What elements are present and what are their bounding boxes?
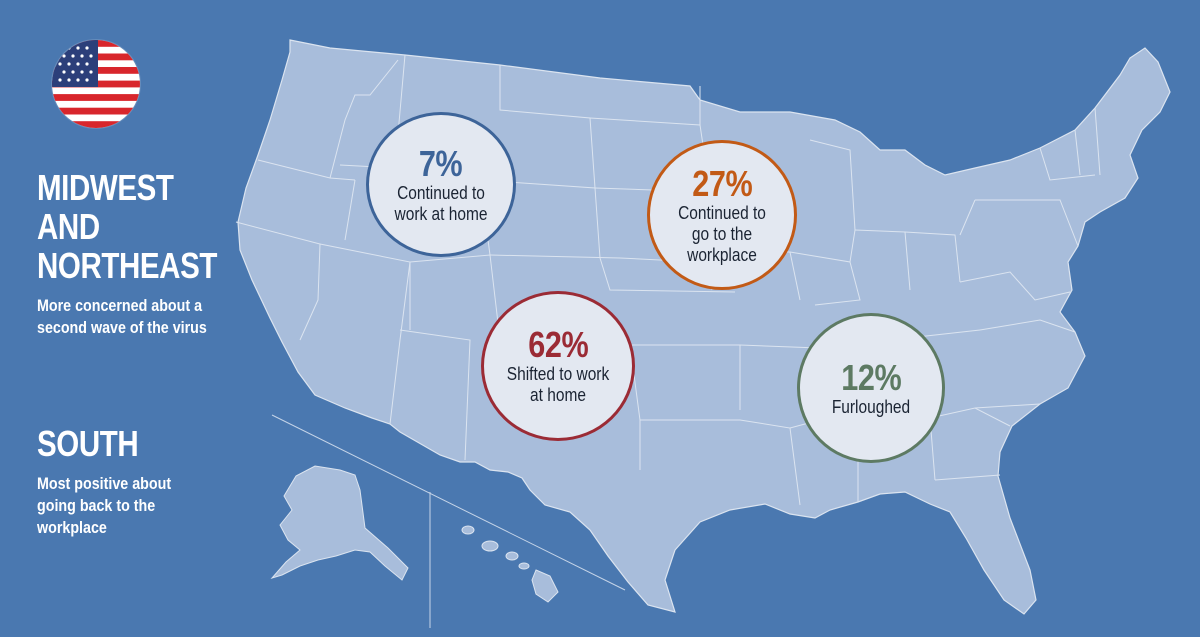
alaska-land: [270, 465, 409, 581]
stat-label: Shifted to work at home: [506, 364, 610, 405]
stat-circle-furloughed: 12% Furloughed: [797, 313, 945, 463]
stat-circle-shifted-to-home: 62% Shifted to work at home: [481, 291, 635, 441]
us-flag-icon: [52, 40, 140, 128]
region-title: MIDWEST AND NORTHEAST: [37, 167, 217, 286]
stat-value: 7%: [419, 142, 463, 184]
stat-label: Continued to work at home: [394, 182, 488, 224]
stat-value: 27%: [692, 162, 752, 204]
stat-circle-go-to-workplace: 27% Continued to go to the workplace: [647, 140, 797, 290]
region-title: SOUTH: [37, 423, 139, 464]
region-south: SOUTH Most positive about going back to …: [37, 424, 247, 539]
contiguous-us-land: [237, 39, 1171, 615]
inset-dividers: [271, 414, 626, 628]
stat-circle-work-at-home: 7% Continued to work at home: [366, 112, 516, 257]
stat-label: Furloughed: [831, 396, 911, 417]
region-description: Most positive about going back to the wo…: [37, 474, 172, 537]
region-description: More concerned about a second wave of th…: [37, 296, 207, 337]
region-midwest-northeast: MIDWEST AND NORTHEAST More concerned abo…: [37, 168, 247, 339]
stat-value: 12%: [841, 356, 901, 398]
hawaii-land: [461, 525, 559, 603]
stat-label: Continued to go to the workplace: [678, 202, 766, 265]
stat-value: 62%: [528, 324, 588, 365]
